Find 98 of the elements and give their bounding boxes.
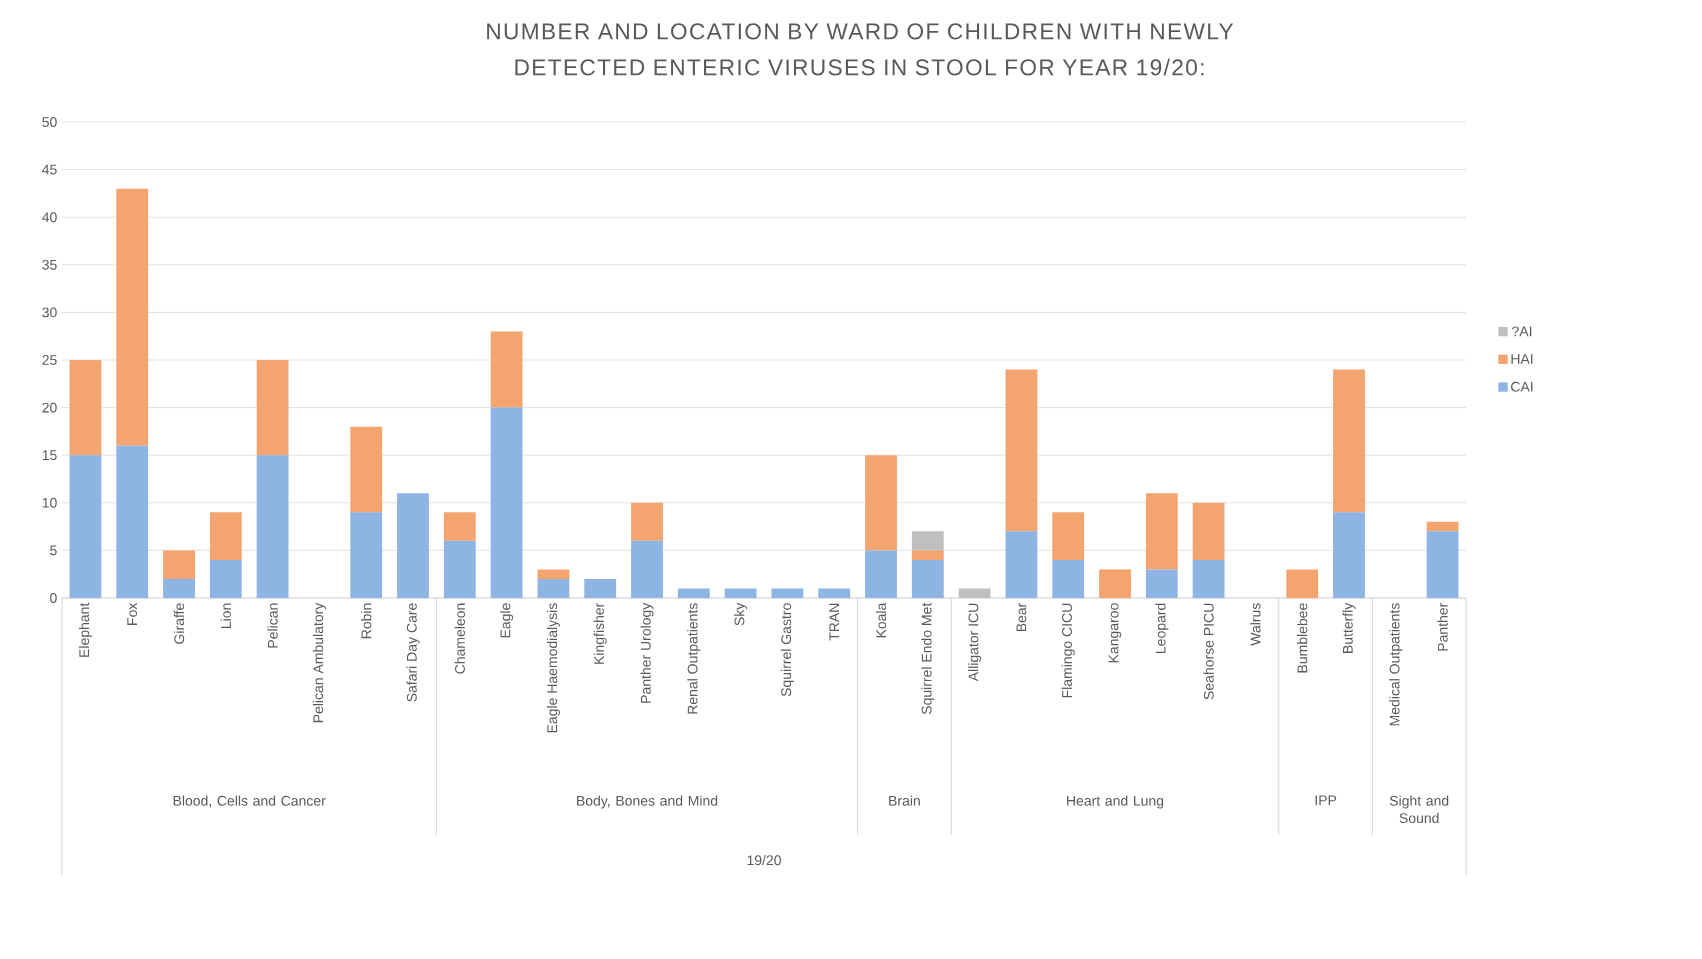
bar xyxy=(1333,512,1365,598)
x-tick-label: Kingfisher xyxy=(593,602,607,664)
bar xyxy=(865,550,897,598)
bar xyxy=(1145,493,1178,570)
text: Sight and Sound xyxy=(1389,795,1449,824)
x-tick-label: Renal Outpatients xyxy=(687,603,701,714)
bar xyxy=(69,359,102,456)
bar xyxy=(116,445,149,598)
bar xyxy=(490,331,523,408)
x-tick-label: Alligator ICU xyxy=(968,603,982,682)
bar xyxy=(724,588,757,598)
bar xyxy=(1145,569,1178,598)
bar xyxy=(1005,531,1038,598)
bar xyxy=(256,359,289,456)
y-tick-label: 30 xyxy=(42,307,57,318)
bar xyxy=(1192,502,1225,560)
bar xyxy=(443,540,476,598)
bar xyxy=(631,540,663,598)
y-tick-label: 50 xyxy=(42,117,57,127)
text: IPP xyxy=(1315,795,1337,806)
legend-label: CAI xyxy=(1511,381,1533,392)
bar xyxy=(350,512,383,598)
bar xyxy=(256,455,289,598)
bar xyxy=(116,188,149,446)
x-tick-label: Bear xyxy=(1016,602,1027,632)
y-tick-label: 10 xyxy=(42,497,57,508)
text: Brain xyxy=(889,795,920,806)
x-tick-label: Robin xyxy=(361,603,372,639)
x-tick-label: Pelican Ambulatory xyxy=(312,602,326,723)
x-tick-label: Safari Day Care xyxy=(406,603,420,702)
x-tick-label: Butterfly xyxy=(1342,602,1356,653)
bar xyxy=(911,559,944,598)
x-tick-label: Medical Outpatients xyxy=(1389,603,1403,726)
bar xyxy=(163,578,195,598)
bar xyxy=(911,531,944,551)
bar xyxy=(865,455,897,551)
bar xyxy=(209,559,242,598)
x-tick-label: Giraffe xyxy=(173,603,185,644)
y-tick-label: 0 xyxy=(50,593,57,603)
bar xyxy=(677,588,710,598)
bar xyxy=(209,512,242,560)
bar xyxy=(1286,569,1319,598)
x-tick-label: TRAN xyxy=(829,603,840,641)
x-tick-label: Leopard xyxy=(1155,603,1169,653)
bar xyxy=(631,502,663,541)
y-tick-label: 25 xyxy=(42,355,57,365)
x-tick-label: Pelican xyxy=(267,603,278,648)
x-tick-label: Eagle Haemodialysis xyxy=(546,603,560,733)
legend-label: HAI xyxy=(1511,354,1533,364)
x-tick-label: Koala xyxy=(875,602,887,638)
bar xyxy=(490,407,523,598)
bar xyxy=(1005,369,1038,532)
bar xyxy=(1333,369,1365,513)
y-tick-label: 15 xyxy=(42,450,57,461)
x-tick-label: Squirrel Gastro xyxy=(780,603,794,697)
chart-title: NUMBER AND LOCATION BY WARD OF CHILDREN WITH NEWLY DETECTED ENTERIC VIRUSES IN STOOL FOR YEAR 19/20: xyxy=(487,23,1234,76)
x-tick-label: Sky xyxy=(734,602,748,626)
x-tick-label: Bumblebee xyxy=(1297,603,1308,673)
x-tick-label: Flamingo CICU xyxy=(1061,603,1075,698)
bar xyxy=(397,493,429,598)
y-tick-label: 20 xyxy=(42,402,57,413)
y-tick-label: 35 xyxy=(42,259,57,270)
bar xyxy=(1099,569,1131,598)
bar xyxy=(163,550,195,579)
bar xyxy=(537,569,570,579)
bar xyxy=(911,550,944,560)
x-tick-label: Lion xyxy=(220,603,231,629)
bar xyxy=(584,578,617,598)
x-tick-label: Walrus xyxy=(1250,603,1261,646)
legend-label: ?AI xyxy=(1512,326,1532,337)
bar xyxy=(443,512,476,541)
bar xyxy=(958,588,991,598)
x-tick-label: Panther xyxy=(1437,602,1448,651)
bar xyxy=(69,455,102,598)
x-tick-label: Eagle xyxy=(500,603,514,638)
text: Body, Bones and Mind xyxy=(577,795,718,809)
bar xyxy=(771,588,804,598)
x-tick-label: Panther Urology xyxy=(640,602,654,703)
text: 19/20 xyxy=(747,854,781,866)
bar xyxy=(1192,559,1225,598)
bar xyxy=(1052,559,1085,598)
text: Heart and Lung xyxy=(1067,795,1164,809)
y-tick-label: 40 xyxy=(42,212,57,223)
x-tick-label: Kangaroo xyxy=(1108,603,1122,663)
y-tick-label: 45 xyxy=(42,164,57,175)
x-tick-label: Fox xyxy=(127,602,138,625)
bar xyxy=(818,588,851,598)
bar xyxy=(350,426,383,513)
bar xyxy=(1426,521,1459,532)
x-tick-label: Squirrel Endo Met xyxy=(921,602,935,715)
text: Blood, Cells and Cancer xyxy=(173,795,326,808)
x-tick-label: Chameleon xyxy=(454,603,465,674)
y-tick-label: 5 xyxy=(50,545,57,556)
x-tick-label: Seahorse PICU xyxy=(1203,603,1214,700)
x-tick-label: Elephant xyxy=(78,602,92,657)
bar xyxy=(1426,531,1459,598)
bar xyxy=(1052,512,1085,560)
bar xyxy=(537,578,570,598)
